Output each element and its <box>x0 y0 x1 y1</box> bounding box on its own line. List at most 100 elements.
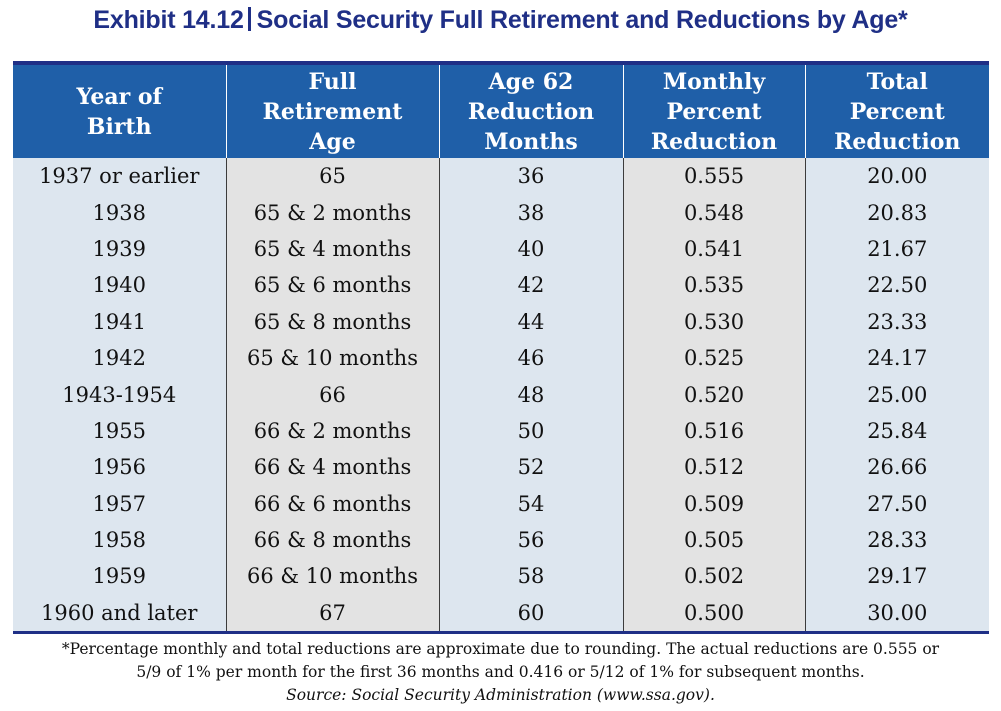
cell-monthly-reduction: 0.535 <box>622 267 805 304</box>
cell-full-retirement-age: 67 <box>225 594 439 632</box>
cell-full-retirement-age: 65 <box>225 158 439 195</box>
cell-reduction-months: 40 <box>438 230 623 268</box>
title-separator <box>247 7 251 31</box>
cell-year-of-birth: 1957 <box>13 485 226 522</box>
cell-year-of-birth: 1940 <box>13 267 226 304</box>
cell-monthly-reduction: 0.555 <box>622 158 805 195</box>
header-total-percent-reduction: Total Percent Reduction <box>804 65 989 158</box>
table-row: 1943-1954 66 48 0.520 25.00 <box>13 376 989 413</box>
cell-full-retirement-age: 65 & 8 months <box>225 303 439 340</box>
table-header: Year of Birth Full Retirement Age Age 62… <box>13 65 989 158</box>
header-line: Retirement <box>262 98 403 125</box>
header-line: Percent <box>849 98 945 125</box>
cell-total-reduction: 27.50 <box>804 485 989 522</box>
cell-total-reduction: 20.83 <box>804 194 989 231</box>
header-line: Full <box>308 68 357 95</box>
cell-total-reduction: 25.00 <box>804 376 989 413</box>
cell-year-of-birth: 1956 <box>13 449 226 486</box>
cell-monthly-reduction: 0.525 <box>622 339 805 377</box>
table-row: 1956 66 & 4 months 52 0.512 26.66 <box>13 449 989 486</box>
cell-year-of-birth: 1939 <box>13 230 226 268</box>
header-line: Percent <box>666 98 762 125</box>
cell-full-retirement-age: 65 & 6 months <box>225 267 439 304</box>
cell-total-reduction: 24.17 <box>804 339 989 377</box>
cell-monthly-reduction: 0.520 <box>622 376 805 413</box>
cell-total-reduction: 29.17 <box>804 558 989 595</box>
cell-reduction-months: 56 <box>438 521 623 559</box>
cell-reduction-months: 58 <box>438 558 623 595</box>
cell-year-of-birth: 1937 or earlier <box>13 158 226 195</box>
table-row: 1942 65 & 10 months 46 0.525 24.17 <box>13 339 989 377</box>
table-row: 1957 66 & 6 months 54 0.509 27.50 <box>13 485 989 522</box>
table-body: 1937 or earlier 65 36 0.555 20.00 1938 6… <box>13 158 989 632</box>
header-age62-reduction-months: Age 62 Reduction Months <box>438 65 623 158</box>
cell-full-retirement-age: 66 & 2 months <box>225 412 439 450</box>
cell-reduction-months: 60 <box>438 594 623 632</box>
cell-full-retirement-age: 66 <box>225 376 439 413</box>
table-row: 1938 65 & 2 months 38 0.548 20.83 <box>13 194 989 231</box>
cell-monthly-reduction: 0.530 <box>622 303 805 340</box>
table-row: 1958 66 & 8 months 56 0.505 28.33 <box>13 521 989 559</box>
cell-full-retirement-age: 66 & 6 months <box>225 485 439 522</box>
cell-year-of-birth: 1959 <box>13 558 226 595</box>
cell-total-reduction: 30.00 <box>804 594 989 632</box>
cell-year-of-birth: 1958 <box>13 521 226 559</box>
cell-total-reduction: 23.33 <box>804 303 989 340</box>
header-line: Reduction <box>834 128 961 155</box>
cell-year-of-birth: 1942 <box>13 339 226 377</box>
cell-reduction-months: 52 <box>438 449 623 486</box>
cell-reduction-months: 54 <box>438 485 623 522</box>
cell-full-retirement-age: 66 & 10 months <box>225 558 439 595</box>
cell-full-retirement-age: 66 & 4 months <box>225 449 439 486</box>
footnote-line: *Percentage monthly and total reductions… <box>61 640 940 658</box>
cell-monthly-reduction: 0.512 <box>622 449 805 486</box>
cell-monthly-reduction: 0.509 <box>622 485 805 522</box>
cell-monthly-reduction: 0.500 <box>622 594 805 632</box>
header-monthly-percent-reduction: Monthly Percent Reduction <box>622 65 805 158</box>
table-row: 1960 and later 67 60 0.500 30.00 <box>13 594 989 632</box>
cell-monthly-reduction: 0.505 <box>622 521 805 559</box>
table-row: 1941 65 & 8 months 44 0.530 23.33 <box>13 303 989 340</box>
header-row: Year of Birth Full Retirement Age Age 62… <box>13 65 989 158</box>
cell-monthly-reduction: 0.516 <box>622 412 805 450</box>
header-line: Reduction <box>650 128 778 155</box>
table-row: 1937 or earlier 65 36 0.555 20.00 <box>13 158 989 195</box>
exhibit-label: Exhibit 14.12 <box>93 6 244 34</box>
cell-total-reduction: 28.33 <box>804 521 989 559</box>
cell-total-reduction: 20.00 <box>804 158 989 195</box>
header-line: Reduction <box>467 98 595 125</box>
retirement-table-container: Year of Birth Full Retirement Age Age 62… <box>13 61 989 635</box>
cell-reduction-months: 38 <box>438 194 623 231</box>
retirement-table: Year of Birth Full Retirement Age Age 62… <box>13 65 989 632</box>
header-line: Total <box>866 68 928 95</box>
table-row: 1939 65 & 4 months 40 0.541 21.67 <box>13 230 989 268</box>
footnote-line: 5/9 of 1% per month for the first 36 mon… <box>136 663 865 681</box>
cell-reduction-months: 48 <box>438 376 623 413</box>
cell-year-of-birth: 1941 <box>13 303 226 340</box>
cell-monthly-reduction: 0.502 <box>622 558 805 595</box>
header-full-retirement-age: Full Retirement Age <box>225 65 439 158</box>
header-line: Months <box>484 128 578 155</box>
cell-total-reduction: 25.84 <box>804 412 989 450</box>
header-line: Birth <box>86 113 152 140</box>
table-row: 1955 66 & 2 months 50 0.516 25.84 <box>13 412 989 450</box>
cell-full-retirement-age: 66 & 8 months <box>225 521 439 559</box>
cell-year-of-birth: 1960 and later <box>13 594 226 632</box>
cell-total-reduction: 21.67 <box>804 230 989 268</box>
cell-year-of-birth: 1955 <box>13 412 226 450</box>
cell-reduction-months: 46 <box>438 339 623 377</box>
source-citation: Source: Social Security Administration (… <box>286 686 715 704</box>
table-row: 1940 65 & 6 months 42 0.535 22.50 <box>13 267 989 304</box>
cell-reduction-months: 50 <box>438 412 623 450</box>
cell-full-retirement-age: 65 & 2 months <box>225 194 439 231</box>
cell-year-of-birth: 1938 <box>13 194 226 231</box>
cell-total-reduction: 26.66 <box>804 449 989 486</box>
footnote: *Percentage monthly and total reductions… <box>0 638 1001 707</box>
cell-reduction-months: 42 <box>438 267 623 304</box>
header-line: Year of <box>76 83 162 110</box>
cell-reduction-months: 36 <box>438 158 623 195</box>
cell-reduction-months: 44 <box>438 303 623 340</box>
page-title: Exhibit 14.12 Social Security Full Retire… <box>0 6 1001 35</box>
title-text: Social Security Full Retirement and Redu… <box>256 6 908 34</box>
cell-full-retirement-age: 65 & 10 months <box>225 339 439 377</box>
